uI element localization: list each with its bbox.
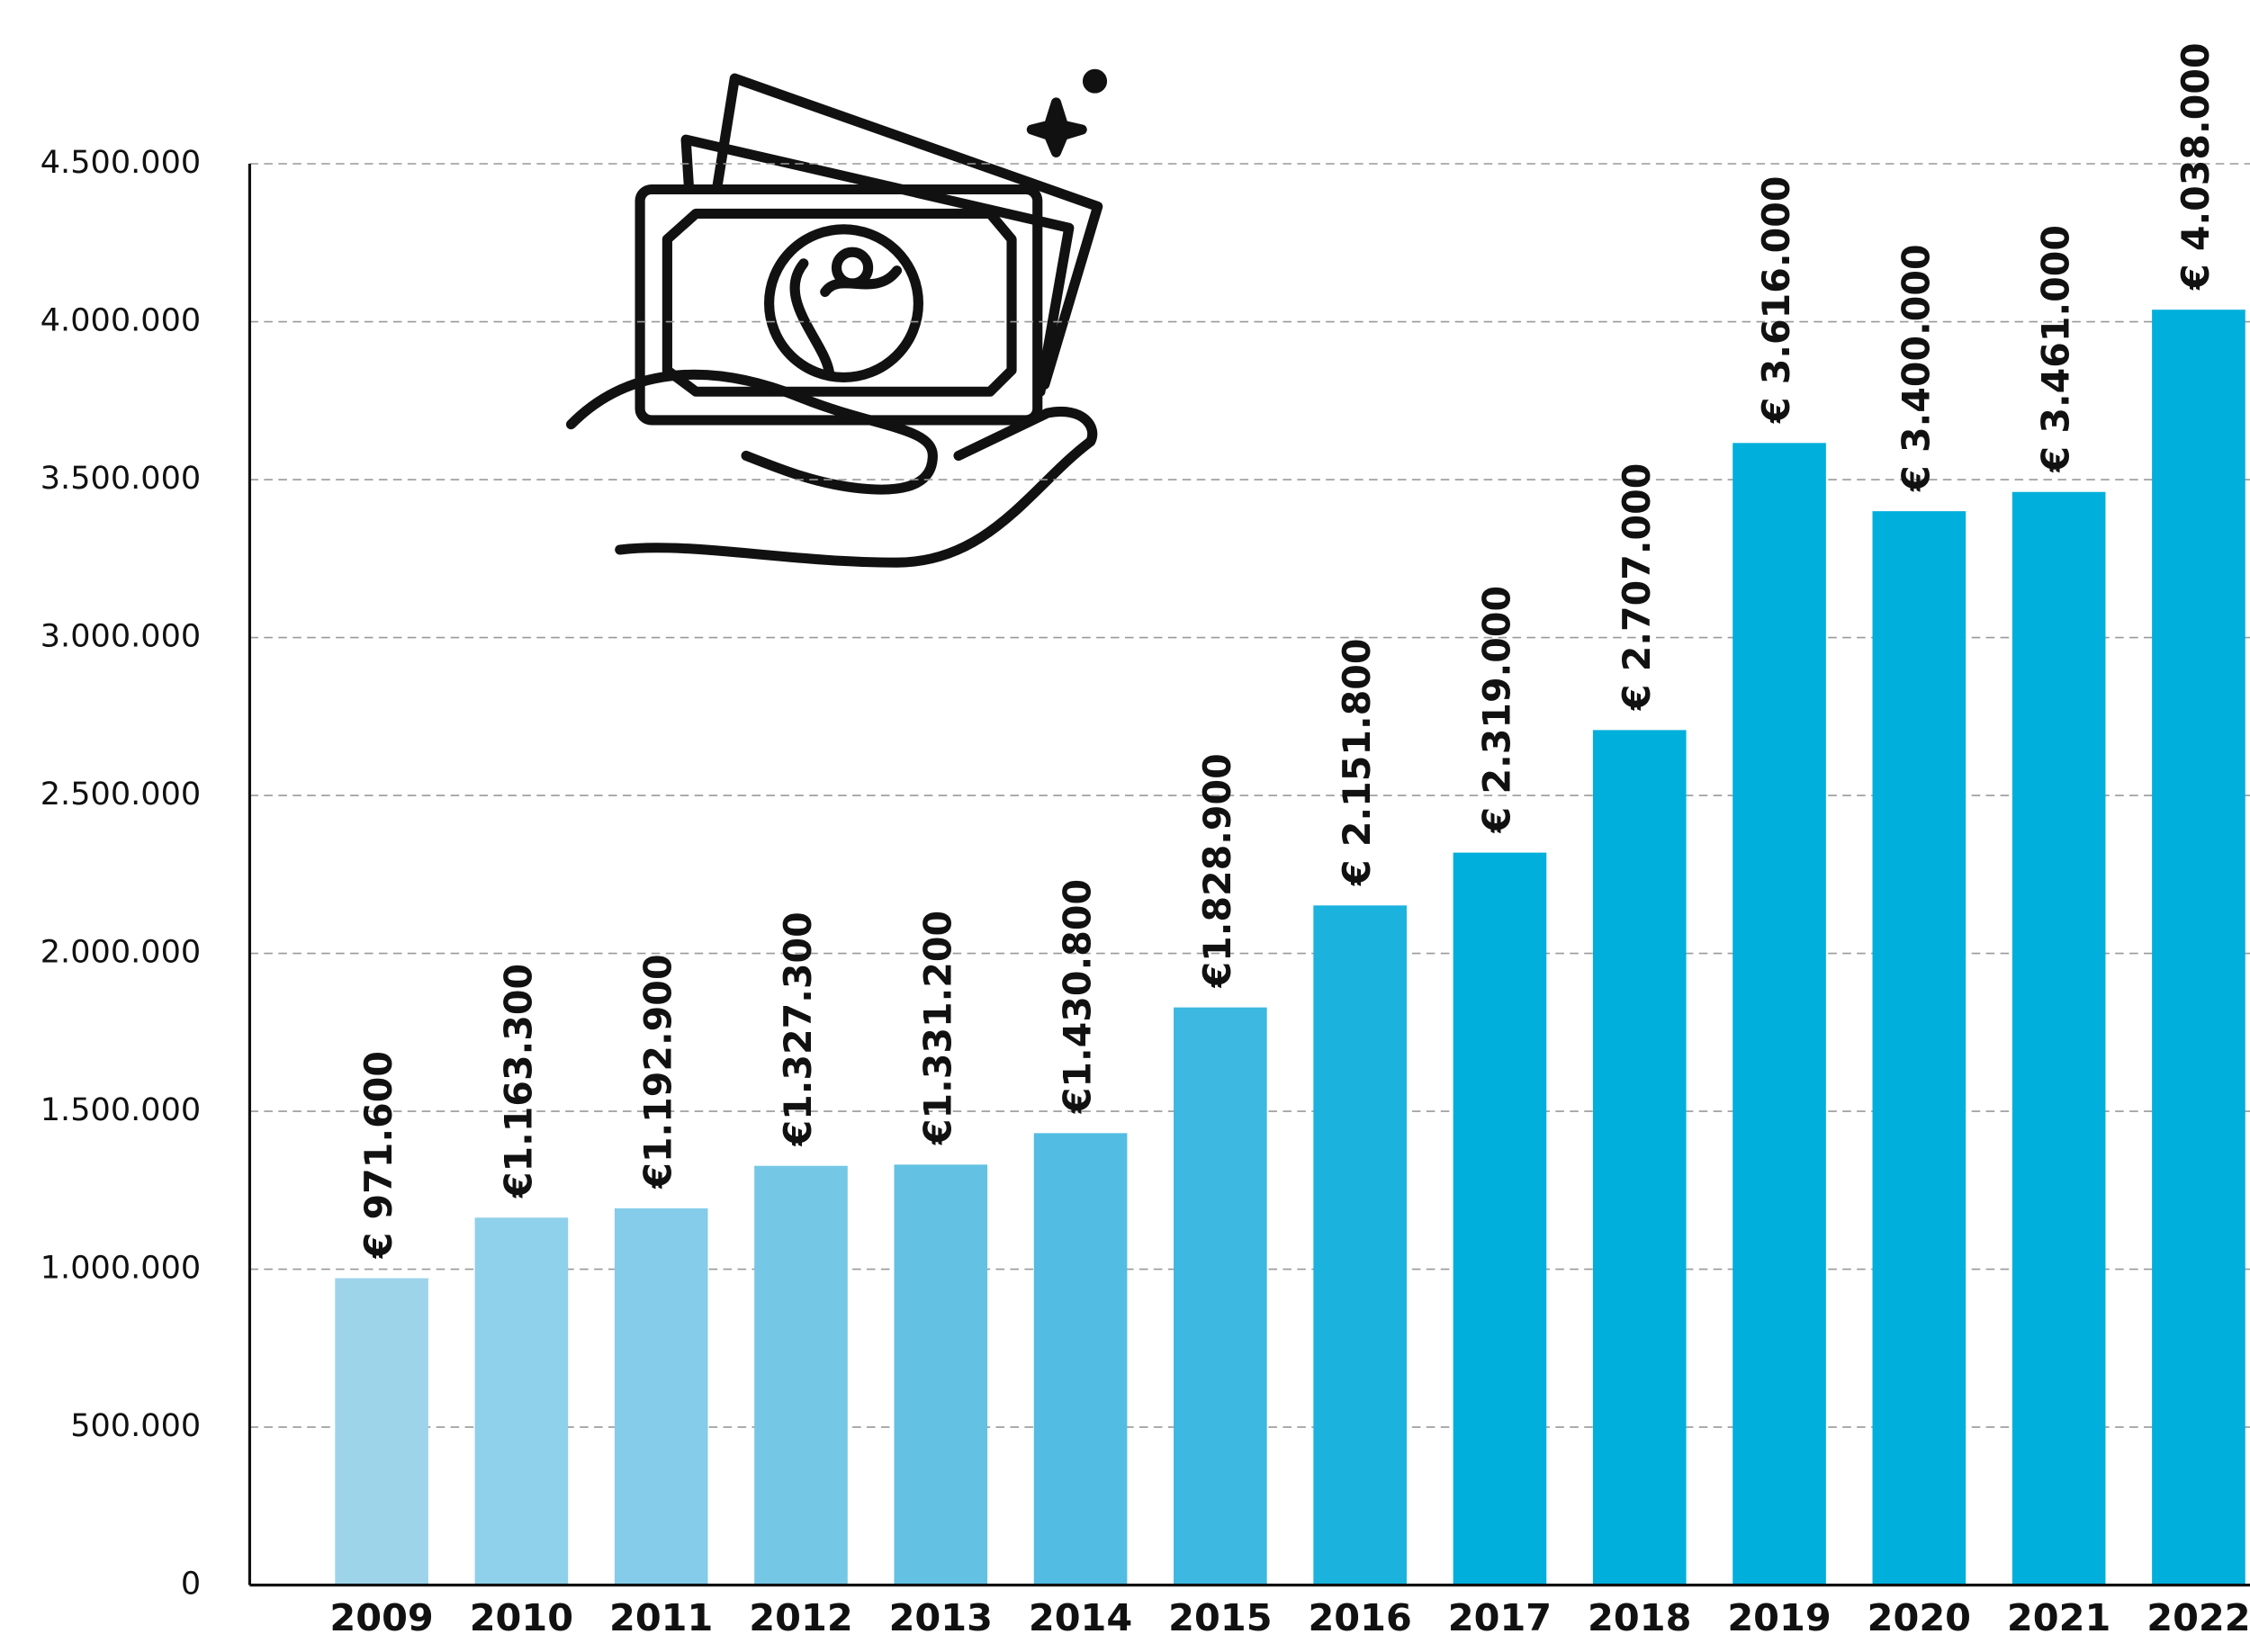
- y-tick-label: 3.500.000: [40, 461, 201, 497]
- value-label: €1.327.300: [777, 911, 820, 1146]
- x-tick-label: 2016: [1308, 1596, 1411, 1639]
- y-tick-label: 4.500.000: [40, 145, 201, 181]
- y-tick-label: 1.500.000: [40, 1092, 201, 1128]
- money-icon: [565, 68, 1108, 568]
- value-label: € 2.151.800: [1336, 638, 1379, 886]
- bar: [1872, 511, 1966, 1585]
- y-tick-label: 500.000: [70, 1408, 201, 1444]
- value-label: € 2.707.000: [1616, 463, 1659, 712]
- value-label: € 3.400.000: [1894, 244, 1938, 492]
- bar: [2152, 310, 2246, 1585]
- x-tick-label: 2015: [1168, 1596, 1272, 1639]
- y-tick-label: 0: [181, 1567, 201, 1603]
- x-tick-label: 2022: [2146, 1596, 2250, 1639]
- value-label: € 3.616.000: [1755, 176, 1798, 425]
- value-label: €1.430.800: [1056, 879, 1099, 1114]
- y-tick-label: 2.500.000: [40, 777, 201, 813]
- value-label: € 971.600: [357, 1051, 400, 1259]
- bar: [614, 1208, 708, 1585]
- value-label: € 3.461.000: [2035, 225, 2078, 473]
- bar: [1313, 905, 1407, 1585]
- value-label: €1.828.900: [1196, 753, 1239, 988]
- bar: [754, 1165, 848, 1585]
- x-tick-label: 2014: [1029, 1596, 1132, 1639]
- y-tick-label: 4.000.000: [40, 303, 201, 339]
- x-tick-label: 2012: [749, 1596, 852, 1639]
- value-label: €1.331.200: [916, 911, 959, 1145]
- plot-area: 0 500.000 1.000.000 1.500.000 2.000.000 2.500…: [40, 42, 2250, 1639]
- bar: [1592, 730, 1687, 1585]
- bar: [894, 1164, 988, 1585]
- y-tick-label: 2.000.000: [40, 935, 201, 971]
- bar: [335, 1278, 428, 1585]
- y-tick-label: 3.000.000: [40, 619, 201, 655]
- x-tick-label: 2019: [1727, 1596, 1831, 1639]
- bar: [1174, 1007, 1267, 1585]
- bar: [1033, 1133, 1128, 1585]
- x-tick-label: 2013: [889, 1596, 993, 1639]
- value-label: €1.192.900: [637, 954, 680, 1189]
- value-label: €1.163.300: [497, 964, 540, 1199]
- x-tick-label: 2021: [2007, 1596, 2110, 1639]
- bar: [1453, 852, 1547, 1585]
- x-tick-label: 2009: [329, 1596, 433, 1639]
- x-tick-label: 2018: [1588, 1596, 1691, 1639]
- x-tick-label: 2011: [609, 1596, 713, 1639]
- x-tick-label: 2017: [1448, 1596, 1552, 1639]
- x-tick-label: 2010: [470, 1596, 573, 1639]
- value-label: € 2.319.000: [1475, 586, 1518, 834]
- bar: [1732, 443, 1826, 1585]
- bar: [474, 1217, 569, 1585]
- x-tick-label: 2020: [1868, 1596, 1971, 1639]
- y-tick-label: 1.000.000: [40, 1251, 201, 1287]
- value-label: € 4.038.000: [2174, 42, 2218, 291]
- bar: [2012, 491, 2106, 1585]
